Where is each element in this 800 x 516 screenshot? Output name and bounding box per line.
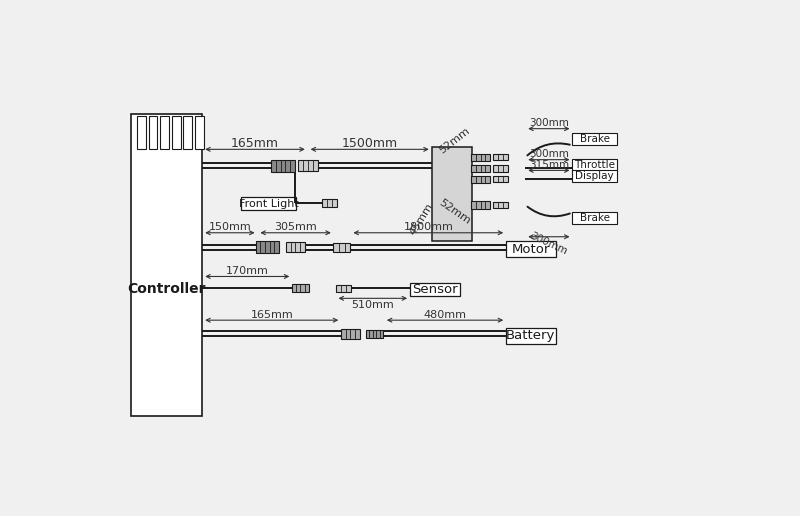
FancyBboxPatch shape bbox=[172, 116, 181, 149]
FancyBboxPatch shape bbox=[506, 328, 556, 344]
FancyBboxPatch shape bbox=[291, 284, 309, 293]
FancyBboxPatch shape bbox=[573, 159, 617, 171]
Text: 45mm: 45mm bbox=[407, 201, 435, 237]
Text: 52mm: 52mm bbox=[437, 198, 472, 227]
Text: 165mm: 165mm bbox=[231, 137, 279, 150]
FancyBboxPatch shape bbox=[298, 160, 318, 171]
Text: 1500mm: 1500mm bbox=[342, 137, 398, 150]
Text: Front Light: Front Light bbox=[238, 199, 298, 208]
FancyBboxPatch shape bbox=[493, 165, 508, 172]
Text: 510mm: 510mm bbox=[351, 300, 394, 310]
FancyBboxPatch shape bbox=[160, 116, 169, 149]
FancyBboxPatch shape bbox=[341, 329, 361, 339]
FancyBboxPatch shape bbox=[493, 154, 508, 160]
FancyBboxPatch shape bbox=[286, 243, 305, 252]
FancyBboxPatch shape bbox=[131, 114, 202, 415]
Text: 52mm: 52mm bbox=[438, 125, 472, 155]
Text: 305mm: 305mm bbox=[274, 222, 317, 232]
FancyBboxPatch shape bbox=[322, 199, 337, 206]
FancyBboxPatch shape bbox=[366, 330, 383, 338]
FancyBboxPatch shape bbox=[149, 116, 158, 149]
Text: 165mm: 165mm bbox=[250, 310, 293, 319]
Text: 300mm: 300mm bbox=[529, 118, 569, 128]
FancyBboxPatch shape bbox=[242, 197, 296, 210]
FancyBboxPatch shape bbox=[506, 241, 556, 257]
FancyBboxPatch shape bbox=[183, 116, 192, 149]
FancyBboxPatch shape bbox=[432, 148, 472, 240]
Text: Motor: Motor bbox=[512, 243, 550, 255]
FancyBboxPatch shape bbox=[573, 212, 617, 223]
Text: 150mm: 150mm bbox=[209, 222, 251, 232]
Text: Brake: Brake bbox=[580, 134, 610, 144]
FancyBboxPatch shape bbox=[573, 170, 617, 182]
FancyBboxPatch shape bbox=[573, 134, 617, 146]
FancyBboxPatch shape bbox=[410, 283, 459, 296]
Text: Controller: Controller bbox=[127, 282, 206, 296]
FancyBboxPatch shape bbox=[471, 201, 490, 208]
Text: Battery: Battery bbox=[506, 329, 555, 342]
FancyBboxPatch shape bbox=[471, 165, 490, 172]
FancyBboxPatch shape bbox=[256, 241, 279, 253]
FancyBboxPatch shape bbox=[336, 285, 351, 292]
FancyBboxPatch shape bbox=[493, 202, 508, 208]
FancyBboxPatch shape bbox=[471, 175, 490, 183]
FancyBboxPatch shape bbox=[271, 160, 294, 172]
Text: 300mm: 300mm bbox=[529, 149, 569, 159]
Text: Display: Display bbox=[575, 171, 614, 181]
Text: Sensor: Sensor bbox=[412, 283, 458, 296]
Text: Throttle: Throttle bbox=[574, 160, 615, 170]
Text: Brake: Brake bbox=[580, 213, 610, 223]
FancyBboxPatch shape bbox=[194, 116, 203, 149]
Text: 1800mm: 1800mm bbox=[403, 222, 454, 232]
Text: 300mm: 300mm bbox=[529, 231, 569, 257]
FancyBboxPatch shape bbox=[138, 116, 146, 149]
FancyBboxPatch shape bbox=[493, 176, 508, 182]
Text: 480mm: 480mm bbox=[423, 310, 466, 319]
Text: 170mm: 170mm bbox=[226, 266, 269, 276]
Text: 315mm: 315mm bbox=[529, 160, 569, 170]
FancyBboxPatch shape bbox=[471, 154, 490, 161]
FancyBboxPatch shape bbox=[333, 243, 350, 252]
